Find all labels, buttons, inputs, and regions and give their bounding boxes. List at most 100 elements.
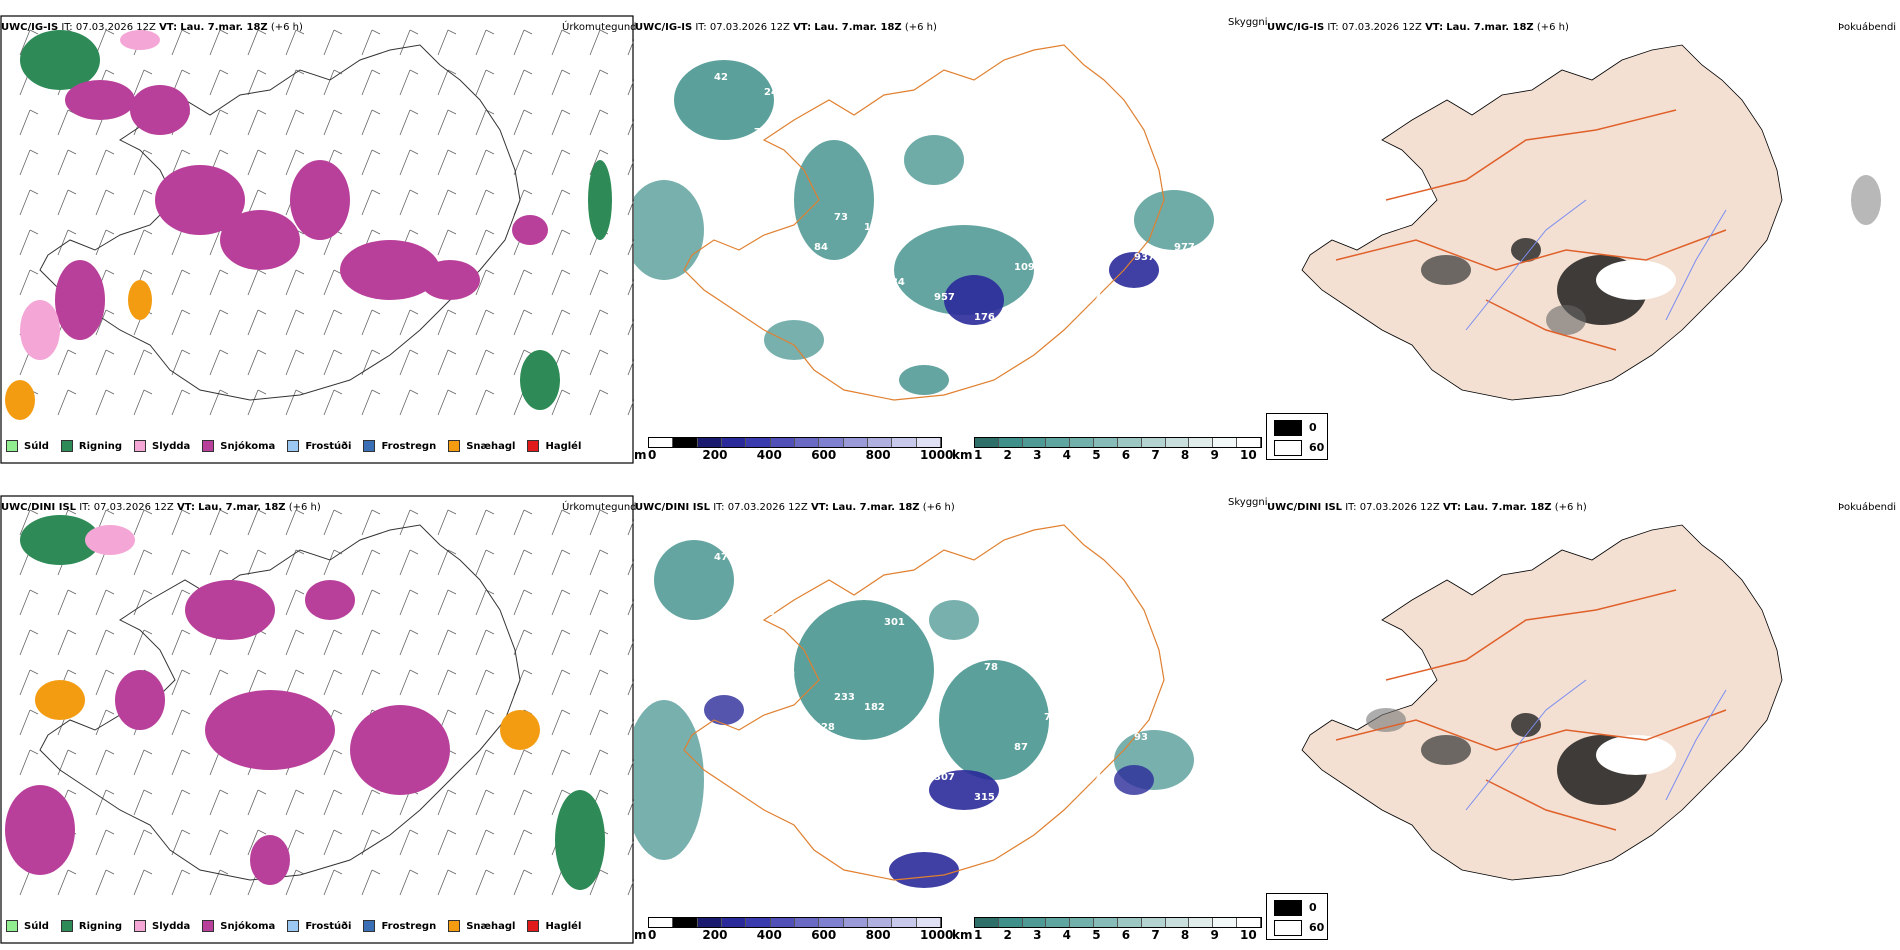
it-label: IT:: [79, 502, 91, 513]
wind-barb: [589, 629, 609, 656]
legend-label: Frostúði: [305, 920, 352, 932]
wind-barb: [247, 29, 267, 56]
wind-barb: [399, 309, 419, 336]
wind-barb: [361, 29, 381, 56]
cloud-base-value: 452: [884, 757, 905, 768]
vt-label: VT:: [176, 502, 195, 513]
wind-barb: [475, 229, 495, 256]
precip-map-bottom: [0, 495, 634, 944]
vt-label: VT:: [810, 502, 829, 513]
cloud-base-value: 714: [1034, 792, 1055, 803]
wind-barb: [627, 198, 634, 216]
vt-label: VT:: [159, 22, 178, 33]
wind-barb: [551, 629, 571, 656]
wind-barb: [133, 349, 153, 376]
wind-barb: [513, 149, 533, 176]
colorbar-segment: [1094, 918, 1118, 927]
wind-barb: [247, 189, 267, 216]
colorbar-segment: [867, 438, 893, 447]
wind-barb: [95, 629, 115, 656]
wind-barb: [361, 669, 381, 696]
header-fog-bottom: UWC/DINI ISL IT: 07.03.2026 12Z VT: Lau.…: [1267, 502, 1587, 514]
wind-barb: [57, 869, 77, 896]
legend-item: Slydda: [134, 920, 190, 932]
fog-key-black-label: 0: [1309, 421, 1317, 434]
wind-barb: [361, 389, 381, 416]
wind-barb: [57, 109, 77, 136]
wind-barb: [513, 309, 533, 336]
it-label: IT:: [1327, 22, 1339, 33]
wind-barb: [361, 869, 381, 896]
vt-value: Lau. 7.mar. 18Z: [198, 502, 286, 513]
legend-item: Rigning: [60, 440, 122, 452]
wind-barb: [171, 749, 191, 776]
legend-label: Rigning: [78, 920, 123, 932]
wind-barb: [551, 269, 571, 296]
fog-key-top: 0 60: [1266, 413, 1328, 460]
it-value: 07.03.2026 12Z: [75, 22, 156, 33]
visibility-title-bottom: Skyggni: [1228, 497, 1268, 508]
fog-panel-bottom: UWC/DINI ISL IT: 07.03.2026 12Z VT: Lau.…: [1266, 480, 1900, 950]
lead-time: (+6 h): [904, 22, 937, 33]
cloud-base-value: 470: [714, 552, 735, 563]
colorbar-segment: [1165, 438, 1190, 447]
wind-barb: [437, 69, 457, 96]
visibility-map-top: 42 24 85 76 49 91 73 84 165 134 957 176 43 155 109 75 93…: [634, 44, 1214, 401]
cloud-base-value: 301: [884, 617, 905, 628]
wind-barb: [627, 718, 634, 736]
wind-barb: [361, 829, 381, 856]
wind-barb: [589, 509, 609, 536]
colorbar-segment: [1165, 918, 1190, 927]
legend-swatch: [448, 440, 461, 452]
it-label: IT:: [1345, 502, 1357, 513]
legend-item: Frostúði: [287, 920, 351, 932]
wind-barb: [361, 189, 381, 216]
visibility-tick-label: 4: [1062, 928, 1072, 942]
header-precip-bottom: UWC/DINI ISL IT: 07.03.2026 12Z VT: Lau.…: [1, 502, 321, 514]
wind-barb: [399, 669, 419, 696]
wind-barb: [513, 589, 533, 616]
cloud-base-value: 78: [984, 662, 998, 673]
wind-barb: [437, 229, 457, 256]
wind-barb: [285, 869, 305, 896]
wind-barb: [551, 229, 571, 256]
cloud-base-value: 109: [1014, 262, 1035, 273]
cloud-base-value: 73: [834, 212, 848, 223]
visibility-blobs: [634, 60, 1214, 395]
vt-label: VT:: [793, 22, 812, 33]
iceland-coastline: [683, 44, 1165, 401]
wind-barb: [589, 29, 609, 56]
wind-barb: [551, 69, 571, 96]
cloud-base-colorbar-strip: [648, 437, 942, 448]
colorbar-segment: [843, 918, 868, 927]
legend-swatch: [134, 920, 147, 932]
wind-barb: [513, 869, 533, 896]
it-label: IT:: [61, 22, 73, 33]
wind-barb: [247, 349, 267, 376]
fog-key-white-label: 60: [1309, 921, 1325, 934]
wind-barb: [95, 29, 115, 56]
wind-barb: [247, 149, 267, 176]
cloud-base-value: 43: [1034, 312, 1048, 323]
model-name: UWC/DINI ISL: [635, 502, 711, 513]
wind-barb: [19, 629, 39, 656]
legend-swatch: [363, 440, 376, 452]
wind-barb: [513, 109, 533, 136]
wind-barb: [589, 109, 609, 136]
it-value: 07.03.2026 12Z: [1359, 502, 1440, 513]
wind-barb: [171, 509, 191, 536]
wind-barb: [171, 629, 191, 656]
wind-barb: [209, 269, 229, 296]
visibility-blobs: [634, 540, 1194, 888]
wind-barb: [361, 349, 381, 376]
wind-barb: [475, 269, 495, 296]
precip-title-top: Úrkomutegund: [562, 22, 637, 33]
iceland-coastline: [39, 524, 521, 881]
visibility-tick-label: 6: [1121, 448, 1131, 462]
visibility-colorbar-bottom: km 1 2 3 4 5 6 7 8 9 10: [952, 917, 1264, 947]
colorbar-segment: [1070, 918, 1095, 927]
cloud-base-tick-label: 400: [756, 448, 782, 462]
wind-barb: [133, 789, 153, 816]
roads: [1335, 589, 1727, 831]
cloud-base-tick-label: 800: [865, 928, 891, 942]
